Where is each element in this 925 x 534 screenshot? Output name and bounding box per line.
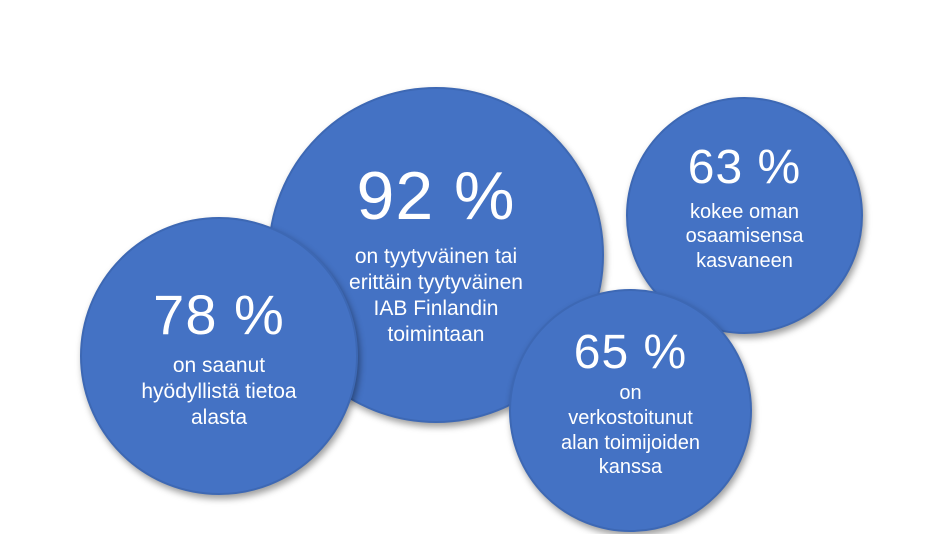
stat-description: on verkostoitunut alan toimijoiden kanss…	[561, 382, 700, 479]
stat-value: 78 %	[153, 283, 285, 347]
stat-value: 92 %	[356, 158, 516, 235]
stat-bubble-78: 78 % on saanut hyödyllistä tietoa alasta	[80, 217, 358, 495]
stat-value: 65 %	[573, 326, 688, 380]
stat-value: 63 %	[687, 140, 802, 194]
stat-description: on tyytyväinen tai erittäin tyytyväinen …	[349, 245, 523, 346]
stat-description: on saanut hyödyllistä tietoa alasta	[141, 354, 297, 429]
stat-bubble-65: 65 % on verkostoitunut alan toimijoiden …	[509, 289, 752, 532]
stat-description: kokee oman osaamisensa kasvaneen	[685, 200, 804, 272]
